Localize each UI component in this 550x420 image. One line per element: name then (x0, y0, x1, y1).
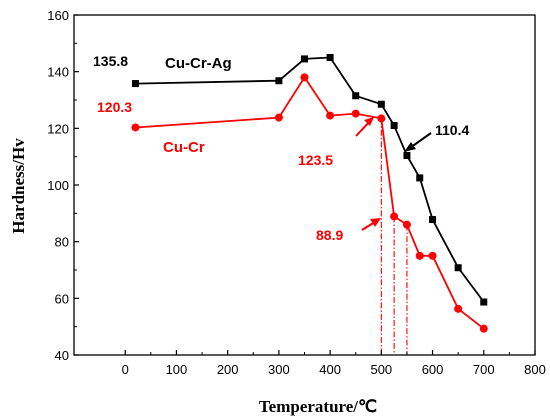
arrowhead-88-9 (370, 218, 381, 227)
annotation-88-9: 88.9 (316, 227, 343, 243)
x-tick-label: 700 (473, 362, 495, 377)
y-tick-label: 80 (55, 235, 69, 250)
data-point-cu-cr-ag (480, 298, 488, 306)
data-point-cu-cr-ag (352, 92, 360, 100)
data-point-cu-cr (377, 114, 386, 123)
x-tick-label: 0 (122, 362, 129, 377)
annotation-arrows (355, 117, 432, 231)
data-point-cu-cr (428, 251, 437, 260)
data-point-cu-cr (351, 109, 360, 118)
data-point-cu-cr-ag (403, 152, 411, 160)
reference-lines (380, 118, 408, 355)
annotation-110-4: 110.4 (435, 122, 469, 138)
plot-area-frame (73, 14, 536, 356)
y-tick-label: 140 (47, 65, 69, 80)
y-tick-label: 60 (55, 291, 69, 306)
arrowhead-123-5 (364, 117, 374, 126)
data-point-cu-cr-ag (326, 54, 334, 61)
series-line-cu-cr-ag (135, 56, 485, 303)
data-point-cu-cr (300, 73, 309, 82)
x-tick-label: 800 (524, 362, 546, 377)
x-tick-label: 200 (217, 362, 239, 377)
data-point-cu-cr (326, 111, 335, 120)
annotation-135-8: 135.8 (93, 53, 128, 69)
series-label-cu-cr-ag: Cu-Cr-Ag (165, 55, 232, 72)
data-point-cu-cr-ag (454, 264, 462, 272)
data-point-cu-cr (454, 304, 463, 313)
data-point-cu-cr (390, 212, 399, 221)
data-point-cu-cr (415, 251, 424, 260)
data-point-cu-cr-ag (429, 216, 437, 224)
y-axis: 40 60 80 100 120 140 160 (47, 8, 79, 363)
data-point-cu-cr-ag (301, 55, 308, 63)
x-tick-label: 400 (319, 362, 341, 377)
data-point-cu-cr (274, 113, 283, 122)
series-label-cu-cr: Cu-Cr (163, 139, 205, 156)
y-tick-label: 160 (47, 8, 69, 23)
y-axis-title: Hardness/Hv (9, 138, 28, 234)
series-layer (131, 54, 488, 333)
data-point-cu-cr-ag (416, 174, 424, 182)
x-tick-label: 300 (268, 362, 290, 377)
x-tick-label: 500 (370, 362, 392, 377)
x-axis-title: Temperature/℃ (259, 397, 377, 416)
annotation-120-3: 120.3 (97, 99, 132, 115)
data-point-cu-cr (402, 220, 411, 229)
arrowhead-110-4 (404, 142, 416, 152)
data-point-cu-cr-ag (377, 100, 385, 108)
data-point-cu-cr-ag (390, 122, 398, 129)
annotation-123-5: 123.5 (298, 152, 333, 168)
data-point-cu-cr-ag (131, 80, 139, 88)
series-line-cu-cr (135, 75, 485, 330)
y-tick-label: 40 (55, 348, 69, 363)
x-axis: 0 100 200 300 400 500 600 700 800 (122, 350, 546, 377)
x-tick-label: 600 (422, 362, 444, 377)
y-tick-label: 100 (47, 178, 69, 193)
data-point-cu-cr (479, 324, 488, 333)
y-tick-label: 120 (47, 121, 69, 136)
data-point-cu-cr-ag (275, 77, 283, 85)
x-tick-label: 100 (166, 362, 188, 377)
data-point-cu-cr (131, 123, 140, 132)
